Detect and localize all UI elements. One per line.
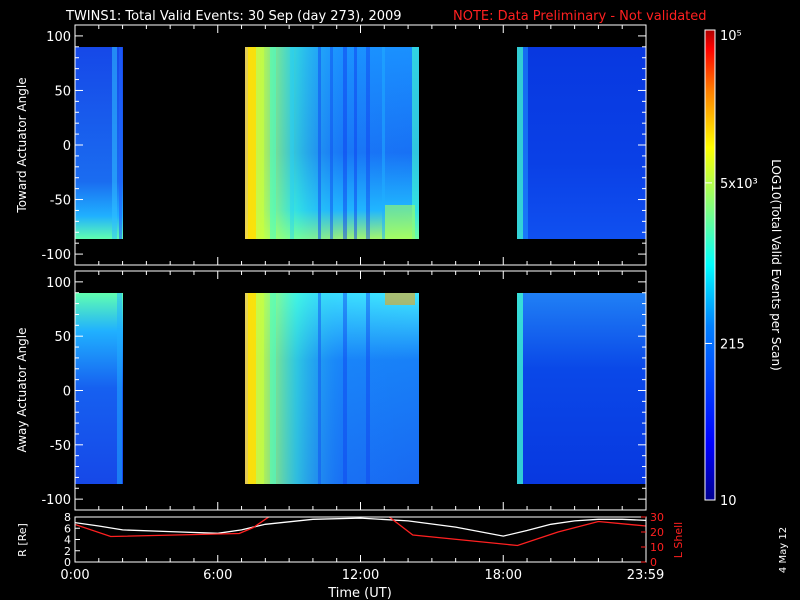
y-tick-label: 100 (46, 30, 71, 45)
x-tick-label: 18:00 (485, 568, 522, 583)
y-tick-label: -50 (50, 439, 71, 454)
away-panel (74, 270, 647, 511)
colorbar-label: LOG10(Total Valid Events per Scan) (769, 159, 783, 371)
y-tick-label: 50 (54, 330, 71, 345)
colorbar-tick-label: 215 (720, 337, 745, 352)
y-tick-label: -100 (41, 493, 71, 508)
lshell-tick-label: 20 (650, 526, 664, 539)
r-tick-label: 8 (64, 511, 71, 524)
lshell-tick-label: 0 (650, 556, 657, 569)
y-tick-label: 100 (46, 276, 71, 291)
y-tick-label: -50 (50, 194, 71, 209)
orbit-r-label: R [Re] (16, 523, 29, 557)
r-series-line (75, 517, 646, 537)
orbit-panel (74, 516, 647, 563)
toward-heatmap (75, 47, 646, 239)
y-tick-label: 0 (63, 139, 71, 154)
colorbar: 10⁵ 5x10³ 215 10 LOG10(Total Valid Events p… (704, 29, 783, 509)
x-tick-label: 6:00 (203, 568, 232, 583)
colorbar-tick-label: 10 (720, 494, 737, 509)
toward-panel (74, 24, 647, 266)
r-tick-label: 0 (64, 556, 71, 569)
colorbar-tick-label: 10⁵ (720, 29, 742, 44)
x-tick-label: 0:00 (60, 568, 89, 583)
lshell-tick-label: 30 (650, 511, 664, 524)
preliminary-note: NOTE: Data Preliminary - Not validated (453, 9, 707, 24)
y-tick-label: 50 (54, 84, 71, 99)
lshell-series-line (75, 517, 646, 547)
time-axis-label: Time (UT) (327, 586, 392, 600)
toward-y-label: Toward Actuator Angle (15, 77, 29, 213)
x-tick-label: 12:00 (342, 568, 379, 583)
away-y-label: Away Actuator Angle (15, 327, 29, 452)
lshell-tick-label: 10 (650, 541, 664, 554)
y-tick-label: -100 (41, 248, 71, 263)
away-heatmap (75, 293, 646, 484)
y-tick-label: 0 (63, 385, 71, 400)
date-stamp: 4 May 12 (778, 527, 789, 573)
figure-title: TWINS1: Total Valid Events: 30 Sep (day … (65, 9, 402, 24)
colorbar-tick-label: 5x10³ (720, 177, 758, 192)
x-tick-label: 23:59 (627, 568, 664, 583)
orbit-lshell-label: L Shell (672, 522, 685, 558)
r-tick-label: 4 (64, 534, 71, 547)
r-tick-label: 2 (64, 545, 71, 558)
r-tick-label: 6 (64, 522, 71, 535)
